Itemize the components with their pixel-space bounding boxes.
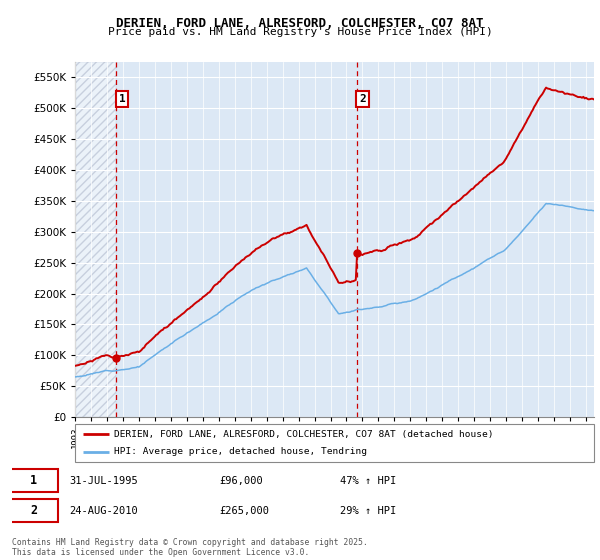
Text: 1: 1 bbox=[31, 474, 37, 487]
Text: 2: 2 bbox=[31, 504, 37, 517]
Text: Price paid vs. HM Land Registry's House Price Index (HPI): Price paid vs. HM Land Registry's House … bbox=[107, 27, 493, 37]
Text: DERIEN, FORD LANE, ALRESFORD, COLCHESTER, CO7 8AT (detached house): DERIEN, FORD LANE, ALRESFORD, COLCHESTER… bbox=[114, 430, 493, 438]
Text: HPI: Average price, detached house, Tendring: HPI: Average price, detached house, Tend… bbox=[114, 447, 367, 456]
FancyBboxPatch shape bbox=[9, 469, 58, 492]
Text: 2: 2 bbox=[359, 94, 366, 104]
Bar bbox=[75, 62, 116, 417]
FancyBboxPatch shape bbox=[9, 499, 58, 522]
Text: 1: 1 bbox=[119, 94, 125, 104]
Text: £265,000: £265,000 bbox=[220, 506, 269, 516]
FancyBboxPatch shape bbox=[75, 424, 594, 462]
Bar bbox=[75, 62, 116, 417]
Text: DERIEN, FORD LANE, ALRESFORD, COLCHESTER, CO7 8AT: DERIEN, FORD LANE, ALRESFORD, COLCHESTER… bbox=[116, 17, 484, 30]
Text: Contains HM Land Registry data © Crown copyright and database right 2025.
This d: Contains HM Land Registry data © Crown c… bbox=[12, 538, 368, 557]
Text: 24-AUG-2010: 24-AUG-2010 bbox=[70, 506, 139, 516]
Text: 47% ↑ HPI: 47% ↑ HPI bbox=[340, 475, 397, 486]
Text: 31-JUL-1995: 31-JUL-1995 bbox=[70, 475, 139, 486]
Text: 29% ↑ HPI: 29% ↑ HPI bbox=[340, 506, 397, 516]
Text: £96,000: £96,000 bbox=[220, 475, 263, 486]
